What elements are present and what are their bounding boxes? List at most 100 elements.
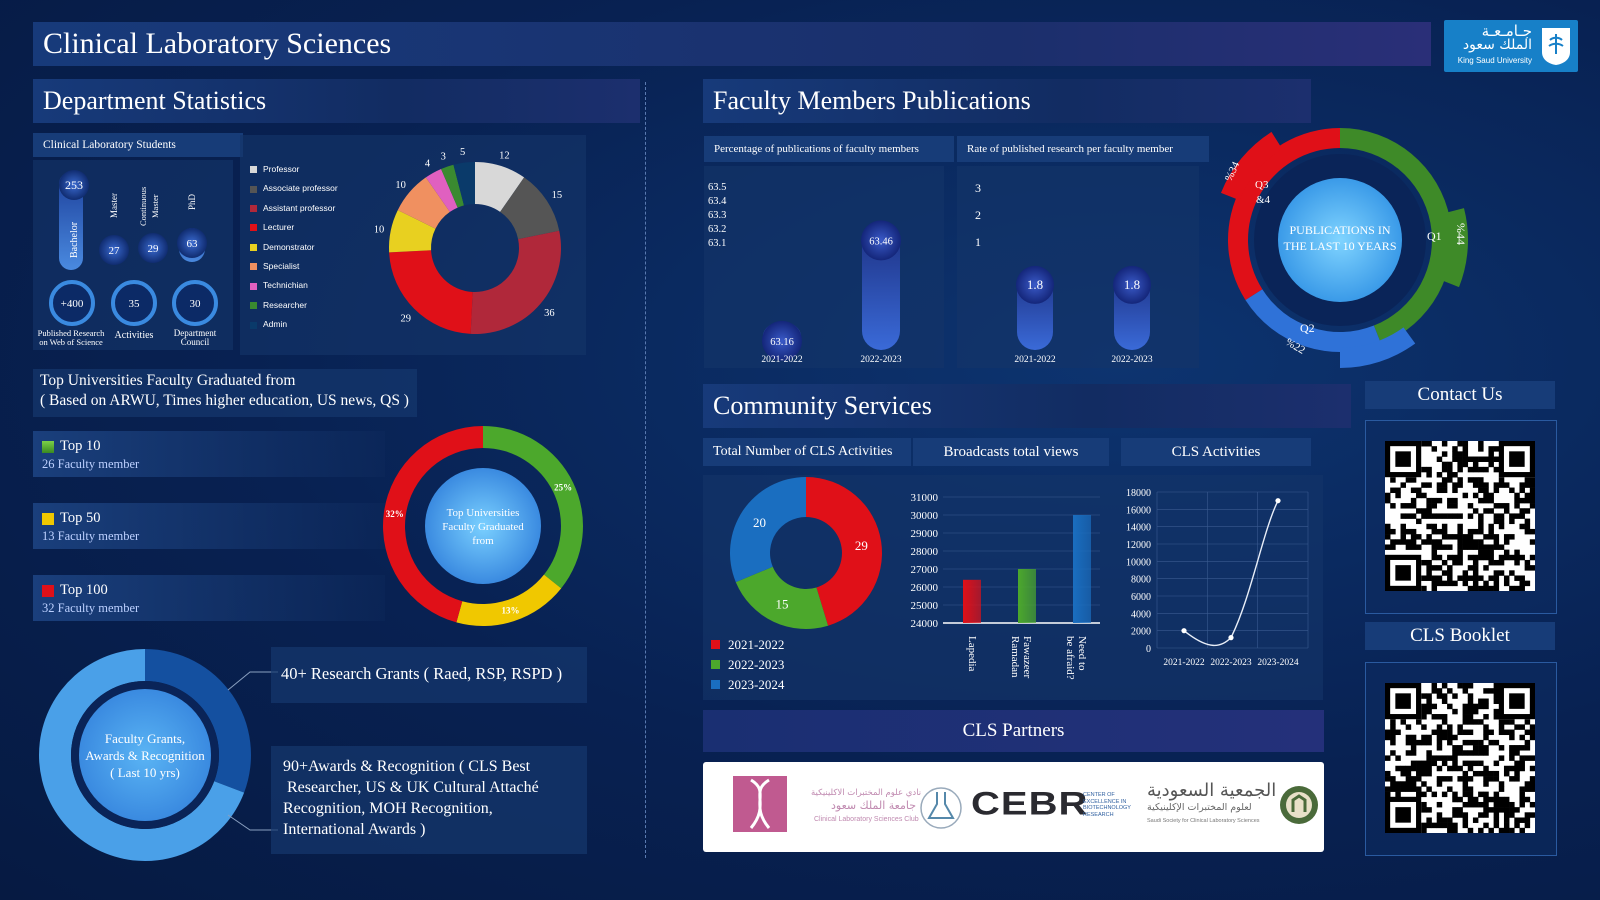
rate-label: Rate of published research per faculty m… [957, 136, 1209, 162]
q-center [1278, 178, 1402, 302]
line-point-1 [1228, 635, 1234, 641]
top10-swatch [42, 440, 54, 453]
dept-header: Department Statistics [33, 79, 640, 123]
views-label: Broadcasts total views [913, 438, 1109, 466]
pct-publications-ytick-4: 63.1 [708, 238, 726, 249]
views-xlabel-2-0: Need to [1076, 636, 1088, 671]
views-bar-2 [1073, 515, 1091, 623]
legend-swatch [250, 321, 257, 329]
legend-swatch [250, 302, 257, 310]
staff-legend-item: Technichian [250, 276, 338, 295]
ksu-logo: جـامـعـة الملك سعود King Saud University [1444, 20, 1578, 72]
ssc-ar2: لعلوم المختبرات الإكلينيكية [1147, 802, 1252, 813]
students-svg: 253 Bachelor Master 27 Continuous Master… [38, 170, 218, 347]
logo-arabic-2: الملك سعود [1462, 37, 1532, 53]
legend-label: Specialist [263, 261, 300, 272]
activity-legend-swatch-1 [711, 660, 720, 669]
phd-ball [177, 228, 207, 258]
total-activities-label: Total Number of CLS Activities [703, 438, 911, 466]
booklet-qr-code[interactable] [1385, 683, 1536, 834]
activities-label: Activities [115, 330, 154, 341]
staff-label-2: 36 [544, 308, 555, 319]
line-series [1183, 500, 1279, 647]
q-center-1: PUBLICATIONS IN [1289, 223, 1390, 237]
top100-title: Top 100 [42, 582, 108, 599]
cont-master-label-1: Continuous [138, 187, 148, 226]
activities-line-chart: 18000 16000 14000 12000 10000 8000 6000 4000 200… [1126, 488, 1309, 668]
rate-publications-value-1: 1.8 [1124, 277, 1140, 292]
pct-publications-bubble-0 [762, 320, 802, 361]
bachelor-value: 253 [65, 178, 83, 192]
line-ytick-2: 14000 [1126, 523, 1151, 534]
activity-legend-label-0: 2021-2022 [728, 637, 784, 652]
rate-publications-ytick-2: 1 [975, 235, 981, 249]
top-label-0: 25% [554, 482, 572, 492]
staff-slice-8 [453, 162, 475, 206]
qr-pattern [1385, 683, 1536, 834]
rate-publications-xlabel-0: 2021-2022 [1014, 355, 1055, 365]
dept-title: Department Statistics [43, 86, 267, 115]
staff-slice-1 [500, 177, 560, 240]
staff-label-8: 5 [460, 148, 465, 158]
top50-title-text: Top 50 [60, 510, 101, 526]
line-point-2 [1275, 498, 1281, 504]
contact-title: Contact Us [1417, 384, 1503, 405]
contact-qr-code[interactable] [1385, 441, 1536, 592]
grants-center-text-2: ( Last 10 yrs) [110, 765, 180, 780]
staff-legend-item: Lecturer [250, 218, 338, 237]
top-slice-1 [456, 574, 562, 626]
rate-label-text: Rate of published research per faculty m… [967, 143, 1173, 155]
rate-panel [957, 166, 1199, 368]
q34-label-b: &4 [1256, 194, 1271, 206]
ssc-en: Saudi Society for Clinical Laboratory Sc… [1147, 818, 1260, 824]
q1-tab [1440, 208, 1468, 288]
views-xlabel-1-0: Fawazeer [1021, 636, 1033, 678]
top50-card: Top 50 13 Faculty member [33, 503, 385, 549]
pct-publications-bubble-1 [861, 220, 901, 261]
awards-box: 90+Awards & Recognition ( CLS Best Resea… [271, 746, 587, 854]
bachelor-label: Bachelor [69, 221, 80, 258]
pct-label-text: Percentage of publications of faculty me… [714, 143, 919, 155]
legend-label: Lecturer [263, 222, 295, 233]
legend-label: Admin [263, 319, 288, 330]
cebr-small-4: RESEARCH [1083, 811, 1114, 818]
staff-legend-item: Specialist [250, 257, 338, 276]
line-xlabel-0: 2021-2022 [1163, 658, 1204, 668]
line-ytick-7: 4000 [1131, 609, 1151, 620]
title-bar: Clinical Laboratory Sciences [33, 22, 1431, 66]
master-label: Master [109, 193, 119, 218]
legend-swatch [250, 243, 257, 251]
line-xlabel-1: 2022-2023 [1210, 658, 1251, 668]
logo-english: King Saud University [1457, 56, 1532, 65]
activity-label-1: 15 [776, 597, 789, 612]
views-bar-chart: 31000 30000 29000 28000 27000 26000 25000 24000… [911, 492, 1100, 680]
cont-master-value: 29 [148, 243, 160, 255]
master-value: 27 [109, 245, 121, 257]
cebr-small-text: CENTER OF EXCELLENCE IN BIOTECHNOLOGY RE… [1083, 792, 1131, 818]
awards-line-2: Researcher, US & UK Cultural Attaché [283, 779, 539, 796]
pct-publications-ytick-3: 63.2 [708, 224, 726, 235]
pubs-title: Faculty Members Publications [713, 86, 1031, 115]
cont-master-label-2: Master [150, 194, 160, 218]
staff-slice-2 [470, 230, 561, 334]
activity-legend-swatch-0 [711, 640, 720, 649]
flask-logo-icon [920, 787, 962, 829]
partner-club-ar2: جامعة الملك سعود [831, 799, 917, 812]
line-ytick-3: 12000 [1126, 540, 1151, 551]
quartile-slice-0 [1340, 128, 1452, 345]
views-xlabel-2-1: be afraid? [1064, 636, 1076, 680]
rate-publications-bubble-0 [1016, 265, 1054, 304]
top-universities-donut: 25% 13% 32% Top Universities Faculty Graduat… [383, 426, 583, 626]
booklet-title: CLS Booklet [1410, 625, 1510, 646]
partners-title: CLS Partners [962, 720, 1065, 741]
legend-label: Associate professor [263, 183, 338, 194]
staff-label-0: 12 [499, 150, 510, 161]
pct-publications-ytick-0: 63.5 [708, 182, 726, 193]
views-ytick-1: 30000 [911, 510, 939, 522]
students-label-text: Clinical Laboratory Students [43, 139, 176, 151]
grants-connectors [227, 671, 278, 831]
top-center-text-1: Faculty Graduated [442, 521, 524, 533]
staff-legend-item: Assistant professor [250, 199, 338, 218]
top-header-line2: ( Based on ARWU, Times higher education,… [40, 392, 409, 409]
views-ytick-5: 26000 [911, 582, 939, 594]
